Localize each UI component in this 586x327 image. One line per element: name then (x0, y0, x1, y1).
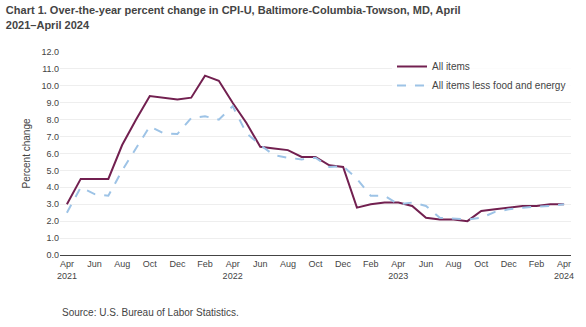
svg-text:Oct: Oct (474, 259, 489, 269)
svg-text:Apr2024: Apr2024 (554, 259, 574, 281)
svg-text:Dec: Dec (335, 259, 352, 269)
svg-text:10.0: 10.0 (41, 81, 59, 91)
svg-text:5.0: 5.0 (46, 166, 59, 176)
svg-text:Dec: Dec (169, 259, 186, 269)
svg-text:Apr2021: Apr2021 (57, 259, 77, 281)
svg-text:Oct: Oct (143, 259, 158, 269)
svg-text:Aug: Aug (280, 259, 296, 269)
svg-text:Jun: Jun (87, 259, 102, 269)
svg-text:Apr2023: Apr2023 (388, 259, 408, 281)
svg-text:All items less food and energy: All items less food and energy (432, 80, 565, 91)
svg-text:Oct: Oct (308, 259, 323, 269)
svg-text:All items: All items (432, 61, 470, 72)
svg-text:Dec: Dec (501, 259, 518, 269)
svg-text:Apr2022: Apr2022 (223, 259, 243, 281)
svg-text:Jun: Jun (253, 259, 268, 269)
svg-text:12.0: 12.0 (41, 47, 59, 57)
svg-text:3.0: 3.0 (46, 199, 59, 209)
svg-text:Chart 1. Over-the-year percent: Chart 1. Over-the-year percent change in… (6, 4, 461, 30)
svg-text:7.0: 7.0 (46, 132, 59, 142)
svg-text:Feb: Feb (529, 259, 545, 269)
svg-text:6.0: 6.0 (46, 149, 59, 159)
svg-text:8.0: 8.0 (46, 115, 59, 125)
svg-text:Aug: Aug (446, 259, 462, 269)
svg-text:4.0: 4.0 (46, 182, 59, 192)
svg-text:9.0: 9.0 (46, 98, 59, 108)
svg-text:11.0: 11.0 (42, 64, 59, 74)
svg-text:Percent change: Percent change (21, 118, 32, 188)
svg-text:2.0: 2.0 (46, 216, 59, 226)
svg-text:1.0: 1.0 (46, 233, 59, 243)
svg-text:Source: U.S. Bureau of Labor S: Source: U.S. Bureau of Labor Statistics. (62, 307, 239, 318)
svg-text:0.0: 0.0 (46, 250, 59, 260)
svg-text:Aug: Aug (114, 259, 130, 269)
svg-text:Feb: Feb (363, 259, 379, 269)
svg-text:Feb: Feb (197, 259, 213, 269)
svg-text:Jun: Jun (419, 259, 434, 269)
